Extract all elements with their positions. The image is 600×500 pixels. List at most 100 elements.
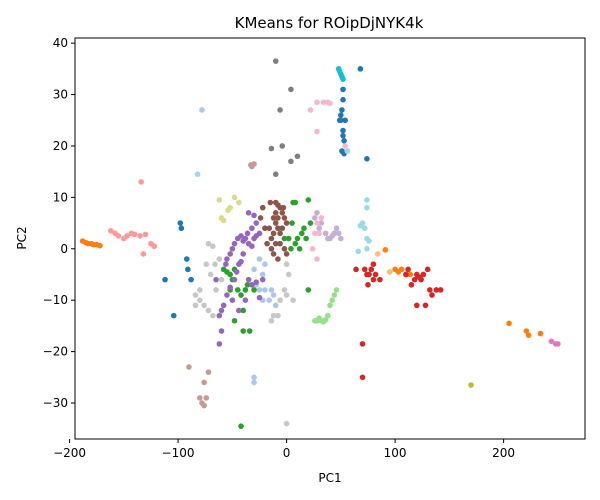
data-point-cluster-8 xyxy=(220,302,227,309)
data-point-cluster-13 xyxy=(314,220,320,226)
data-point-cluster-8 xyxy=(227,251,233,257)
data-point-cluster-19 xyxy=(361,225,368,232)
y-tick-label: −20 xyxy=(43,345,68,359)
data-point-cluster-8 xyxy=(249,281,255,288)
data-point-cluster-10 xyxy=(275,215,281,221)
data-point-cluster-1 xyxy=(262,287,268,293)
data-point-cluster-10 xyxy=(281,245,288,252)
data-point-cluster-14 xyxy=(268,145,275,152)
data-point-cluster-7 xyxy=(140,251,147,257)
data-point-cluster-5 xyxy=(329,297,335,303)
data-point-cluster-1 xyxy=(266,297,273,303)
data-point-cluster-0 xyxy=(178,225,185,232)
data-point-cluster-17 xyxy=(220,217,227,224)
data-point-cluster-7 xyxy=(137,233,143,239)
data-point-cluster-13 xyxy=(318,215,325,221)
data-point-cluster-2 xyxy=(398,266,405,273)
data-point-cluster-11 xyxy=(249,163,255,170)
x-axis: −200 −100 0 100 200 xyxy=(53,439,515,460)
data-point-cluster-17 xyxy=(231,194,238,201)
data-point-cluster-4 xyxy=(305,287,312,293)
data-point-cluster-15 xyxy=(196,287,203,293)
data-point-cluster-8 xyxy=(242,297,249,303)
data-point-cluster-15 xyxy=(192,292,199,298)
data-point-cluster-4 xyxy=(244,281,251,288)
data-point-cluster-11 xyxy=(205,369,212,375)
data-point-cluster-8 xyxy=(224,256,230,262)
data-point-cluster-15 xyxy=(192,302,199,309)
data-point-cluster-8 xyxy=(253,220,260,226)
data-point-cluster-4 xyxy=(292,240,299,247)
data-point-cluster-10 xyxy=(275,256,281,262)
data-point-cluster-5 xyxy=(322,316,329,323)
plot-frame xyxy=(74,37,586,440)
data-point-cluster-13 xyxy=(312,230,318,237)
data-point-cluster-0 xyxy=(177,220,184,226)
data-point-cluster-9 xyxy=(318,220,325,226)
data-point-cluster-14 xyxy=(288,158,294,165)
data-point-cluster-15 xyxy=(212,261,218,268)
data-point-cluster-0 xyxy=(340,86,346,93)
data-point-cluster-1 xyxy=(251,266,257,273)
data-point-cluster-0 xyxy=(340,132,346,139)
data-point-cluster-8 xyxy=(238,233,244,239)
data-point-cluster-0 xyxy=(188,276,194,283)
data-point-cluster-2 xyxy=(97,242,103,249)
data-point-cluster-8 xyxy=(244,230,251,237)
data-point-cluster-4 xyxy=(231,317,238,324)
data-point-cluster-15 xyxy=(283,420,290,427)
data-point-cluster-4 xyxy=(298,230,305,237)
data-point-cluster-19 xyxy=(364,204,370,211)
data-point-cluster-8 xyxy=(224,292,230,298)
data-point-cluster-8 xyxy=(216,312,223,319)
x-tick-label: 200 xyxy=(492,446,515,460)
data-points xyxy=(79,58,561,429)
data-point-cluster-2 xyxy=(523,328,530,334)
data-point-cluster-6 xyxy=(372,271,379,278)
data-point-cluster-4 xyxy=(307,220,314,226)
data-point-cluster-10 xyxy=(277,230,283,237)
data-point-cluster-4 xyxy=(240,307,246,314)
data-point-cluster-0 xyxy=(162,276,168,283)
data-point-cluster-4 xyxy=(281,235,288,242)
data-point-cluster-17 xyxy=(216,197,223,203)
data-point-cluster-6 xyxy=(418,276,424,283)
data-point-cluster-10 xyxy=(283,251,290,257)
data-point-cluster-6 xyxy=(366,271,372,278)
data-point-cluster-4 xyxy=(296,245,303,252)
x-tick-label: −100 xyxy=(162,446,195,460)
data-point-cluster-0 xyxy=(336,117,343,124)
data-point-cluster-7 xyxy=(151,243,158,250)
data-point-cluster-11 xyxy=(201,379,207,386)
data-point-cluster-19 xyxy=(357,222,364,229)
data-point-cluster-17 xyxy=(227,204,233,211)
data-point-cluster-15 xyxy=(213,287,219,293)
data-point-cluster-11 xyxy=(201,402,207,409)
data-point-cluster-10 xyxy=(279,209,286,216)
data-point-cluster-13 xyxy=(307,107,314,113)
y-tick-label: −10 xyxy=(43,293,68,307)
data-point-cluster-8 xyxy=(231,276,238,283)
data-point-cluster-15 xyxy=(285,271,292,278)
data-point-cluster-9 xyxy=(312,215,318,221)
data-point-cluster-8 xyxy=(259,276,266,283)
data-point-cluster-1 xyxy=(251,379,257,386)
data-point-cluster-15 xyxy=(205,307,212,314)
data-point-cluster-4 xyxy=(285,235,292,242)
data-point-cluster-14 xyxy=(272,58,279,64)
data-point-cluster-10 xyxy=(262,225,268,232)
data-point-cluster-0 xyxy=(340,96,346,103)
y-tick-label: −30 xyxy=(43,396,68,410)
data-point-cluster-10 xyxy=(280,204,287,211)
data-point-cluster-8 xyxy=(249,225,255,232)
data-point-cluster-0 xyxy=(185,266,191,273)
data-point-cluster-6 xyxy=(370,276,377,283)
x-tick-label: −200 xyxy=(53,446,86,460)
data-point-cluster-17 xyxy=(236,199,242,206)
data-point-cluster-1 xyxy=(262,261,268,268)
data-point-cluster-4 xyxy=(251,287,257,293)
data-point-cluster-10 xyxy=(275,225,281,232)
data-point-cluster-0 xyxy=(339,107,345,113)
data-point-cluster-1 xyxy=(259,271,266,278)
